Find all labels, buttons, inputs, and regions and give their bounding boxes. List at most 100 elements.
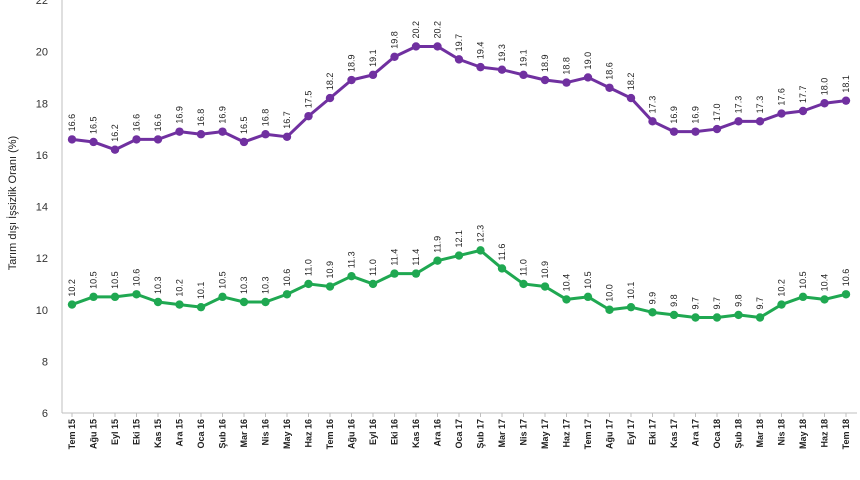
data-point xyxy=(648,117,657,126)
data-point xyxy=(304,111,313,121)
data-label: 9.7 xyxy=(712,297,722,310)
data-label: 17.5 xyxy=(304,91,314,109)
data-label: 11.3 xyxy=(347,251,357,268)
data-point xyxy=(562,78,571,87)
data-point xyxy=(153,297,163,307)
x-tick-label: Eki 15 xyxy=(132,419,142,445)
data-label: 10.6 xyxy=(282,269,292,287)
x-tick-label: Tem 16 xyxy=(325,419,335,449)
data-label: 11.0 xyxy=(304,259,314,276)
x-tick-label: Tem 15 xyxy=(67,419,77,449)
x-tick-label: May 18 xyxy=(798,419,808,449)
data-label: 19.4 xyxy=(476,42,486,60)
data-label: 17.3 xyxy=(734,96,744,114)
data-label: 16.9 xyxy=(669,106,679,124)
data-point xyxy=(368,279,378,289)
data-point xyxy=(583,73,593,82)
x-tick-label: Ağu 15 xyxy=(89,419,99,449)
series-2: 10.2 10.5 10.5 10.6 10.3 10.2 10.1 10.5 10.3 10.3… xyxy=(67,225,851,322)
data-label: 17.3 xyxy=(755,96,765,114)
data-label: 19.0 xyxy=(583,52,593,70)
data-point xyxy=(67,135,77,144)
data-point xyxy=(433,256,442,265)
data-point xyxy=(669,310,679,320)
data-point xyxy=(325,282,335,291)
data-point xyxy=(433,42,442,51)
x-tick-label: Kas 16 xyxy=(411,419,421,448)
data-label: 19.1 xyxy=(368,49,378,67)
x-tick-label: Tem 17 xyxy=(583,419,593,449)
data-point xyxy=(132,135,141,144)
x-tick-label: Ara 17 xyxy=(691,419,701,447)
data-point xyxy=(820,295,829,304)
x-tick-label: Oca 16 xyxy=(196,419,206,449)
data-label: 10.2 xyxy=(777,279,787,297)
data-point xyxy=(519,279,528,289)
data-point xyxy=(669,127,679,136)
data-point xyxy=(755,117,765,126)
data-point xyxy=(691,127,700,136)
y-tick-label: 20 xyxy=(36,47,48,59)
y-tick-label: 12 xyxy=(36,253,48,265)
data-label: 20.2 xyxy=(411,21,421,39)
data-point xyxy=(841,290,851,299)
x-tick-label: May 17 xyxy=(540,419,550,449)
data-point xyxy=(734,310,743,320)
y-axis-title: Tarım dışı İşsizlik Oranı (%) xyxy=(6,136,19,270)
data-label: 17.3 xyxy=(648,96,658,114)
y-tick-label: 18 xyxy=(36,98,48,110)
data-label: 10.6 xyxy=(132,269,142,287)
y-tick-label: 14 xyxy=(36,202,48,214)
data-label: 11.0 xyxy=(519,259,529,276)
data-point xyxy=(282,132,292,142)
data-point xyxy=(347,271,356,281)
x-tick-label: Kas 17 xyxy=(669,419,679,448)
data-point xyxy=(476,62,485,72)
data-point xyxy=(368,70,378,80)
data-label: 9.7 xyxy=(691,297,701,310)
y-tick-label: 6 xyxy=(42,408,48,420)
x-tick-label: Tem 18 xyxy=(841,419,851,449)
data-label: 17.7 xyxy=(798,85,808,103)
data-label: 10.5 xyxy=(218,271,228,289)
x-tick-label: Eki 17 xyxy=(648,419,658,445)
data-label: 11.4 xyxy=(390,249,400,266)
data-point xyxy=(261,130,270,139)
data-label: 10.9 xyxy=(540,261,550,279)
data-label: 18.1 xyxy=(841,75,851,93)
data-point xyxy=(218,127,227,136)
data-label: 10.5 xyxy=(583,271,593,289)
data-point xyxy=(734,117,743,126)
x-tick-label: Kas 15 xyxy=(153,419,163,448)
data-label: 10.0 xyxy=(605,284,615,302)
data-point xyxy=(304,279,313,289)
data-point xyxy=(89,292,98,302)
data-point xyxy=(390,52,399,61)
x-tick-label: Mar 18 xyxy=(755,419,765,448)
data-label: 18.2 xyxy=(626,73,636,91)
data-point xyxy=(648,308,657,317)
data-point xyxy=(562,295,571,304)
data-point xyxy=(196,302,206,312)
data-point xyxy=(777,109,786,118)
data-label: 17.6 xyxy=(777,88,787,106)
y-tick-label: 16 xyxy=(36,150,48,162)
data-point xyxy=(261,297,270,307)
data-point xyxy=(411,269,421,278)
data-point xyxy=(798,106,808,116)
x-tick-label: Nis 18 xyxy=(777,419,787,446)
data-label: 18.0 xyxy=(820,78,830,96)
data-point xyxy=(691,313,700,322)
data-label: 18.2 xyxy=(325,73,335,91)
data-point xyxy=(540,75,550,85)
x-tick-label: Nis 16 xyxy=(261,419,271,446)
x-tick-label: Oca 18 xyxy=(712,419,722,449)
data-point xyxy=(132,290,141,299)
data-point xyxy=(390,269,399,278)
data-label: 9.9 xyxy=(648,292,658,305)
x-tick-label: Şub 18 xyxy=(734,419,744,449)
data-label: 10.3 xyxy=(261,276,271,294)
x-tick-label: Eyl 15 xyxy=(110,419,120,445)
data-point xyxy=(497,65,507,74)
